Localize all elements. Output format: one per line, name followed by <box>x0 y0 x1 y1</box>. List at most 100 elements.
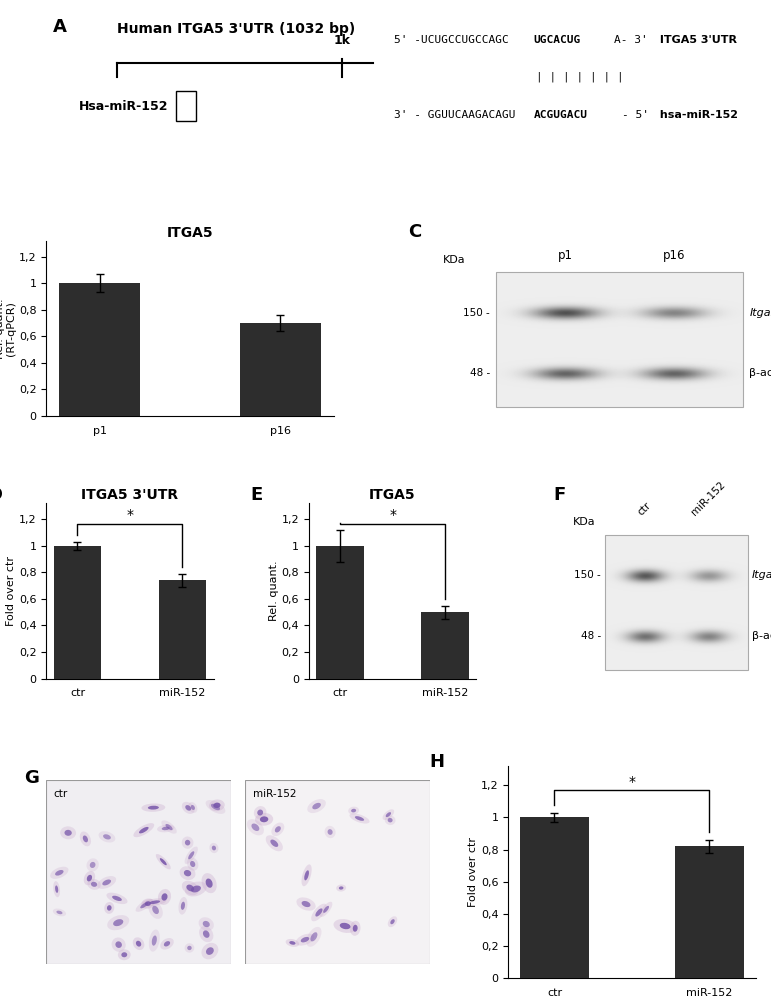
Text: G: G <box>24 768 39 786</box>
Text: 5' -UCUGCCUGCCAGC: 5' -UCUGCCUGCCAGC <box>394 35 509 45</box>
Ellipse shape <box>185 881 207 896</box>
Ellipse shape <box>121 952 127 957</box>
Text: D: D <box>0 486 2 504</box>
Ellipse shape <box>390 919 395 924</box>
Ellipse shape <box>158 889 171 905</box>
Bar <box>159 581 206 679</box>
Ellipse shape <box>210 843 218 853</box>
Ellipse shape <box>334 919 357 933</box>
Ellipse shape <box>255 813 273 825</box>
Ellipse shape <box>164 941 170 946</box>
Text: *: * <box>628 774 635 788</box>
Ellipse shape <box>254 806 267 819</box>
Ellipse shape <box>308 799 326 813</box>
Ellipse shape <box>188 802 197 812</box>
Text: miR-152: miR-152 <box>253 789 296 799</box>
Ellipse shape <box>107 905 112 910</box>
Ellipse shape <box>182 836 194 848</box>
Ellipse shape <box>201 943 218 959</box>
Ellipse shape <box>187 857 198 870</box>
Ellipse shape <box>206 878 213 888</box>
Ellipse shape <box>209 799 224 811</box>
Ellipse shape <box>113 919 123 926</box>
Ellipse shape <box>166 824 173 830</box>
Text: Itga5: Itga5 <box>752 571 771 581</box>
Text: Human ITGA5 3'UTR (1032 bp): Human ITGA5 3'UTR (1032 bp) <box>117 22 355 36</box>
Ellipse shape <box>133 937 144 950</box>
Text: C: C <box>408 224 421 242</box>
Ellipse shape <box>311 932 318 941</box>
Ellipse shape <box>82 835 88 842</box>
Title: ITGA5: ITGA5 <box>369 488 416 502</box>
Ellipse shape <box>160 938 173 949</box>
Text: β-actin: β-actin <box>749 368 771 378</box>
Ellipse shape <box>104 902 114 914</box>
Text: ctr: ctr <box>54 789 68 799</box>
Ellipse shape <box>184 846 198 864</box>
Ellipse shape <box>301 937 309 942</box>
Ellipse shape <box>141 898 154 909</box>
Ellipse shape <box>325 825 335 838</box>
Ellipse shape <box>296 897 315 911</box>
Ellipse shape <box>348 806 359 814</box>
Ellipse shape <box>162 826 170 830</box>
Ellipse shape <box>199 926 214 942</box>
Ellipse shape <box>182 880 199 895</box>
Ellipse shape <box>152 935 157 946</box>
Bar <box>176 91 196 122</box>
Ellipse shape <box>50 866 69 879</box>
Ellipse shape <box>187 884 194 891</box>
Text: 48 -: 48 - <box>581 631 601 641</box>
Ellipse shape <box>247 819 264 835</box>
Ellipse shape <box>266 835 283 851</box>
Ellipse shape <box>385 815 396 825</box>
Ellipse shape <box>84 871 95 885</box>
Text: Hsa-miR-152: Hsa-miR-152 <box>79 100 169 113</box>
Ellipse shape <box>199 917 214 931</box>
Ellipse shape <box>148 901 163 919</box>
Ellipse shape <box>285 939 299 947</box>
Ellipse shape <box>315 908 322 916</box>
Y-axis label: Fold over ctr: Fold over ctr <box>468 837 478 907</box>
Ellipse shape <box>271 839 278 847</box>
Ellipse shape <box>185 839 190 845</box>
Ellipse shape <box>89 862 96 868</box>
Text: hsa-miR-152: hsa-miR-152 <box>656 110 739 120</box>
Ellipse shape <box>201 873 217 893</box>
Text: A: A <box>53 18 67 36</box>
Ellipse shape <box>351 808 356 812</box>
Y-axis label: Rel. quant.: Rel. quant. <box>269 561 278 622</box>
Ellipse shape <box>311 903 327 921</box>
Text: β-actin: β-actin <box>752 631 771 641</box>
Ellipse shape <box>350 921 361 936</box>
Ellipse shape <box>306 927 322 947</box>
Text: p1: p1 <box>558 249 573 261</box>
Bar <box>422 612 469 679</box>
Ellipse shape <box>156 854 170 869</box>
Ellipse shape <box>178 897 187 914</box>
Bar <box>316 546 364 679</box>
Text: | | | | | | |: | | | | | | | <box>536 72 624 83</box>
Ellipse shape <box>99 831 116 842</box>
Ellipse shape <box>188 851 194 859</box>
Text: A- 3': A- 3' <box>614 35 648 45</box>
Ellipse shape <box>212 845 216 850</box>
Ellipse shape <box>139 827 149 833</box>
Ellipse shape <box>340 923 351 929</box>
Text: 48 -: 48 - <box>470 368 490 378</box>
Ellipse shape <box>305 870 309 880</box>
Ellipse shape <box>388 818 392 822</box>
Title: ITGA5 3'UTR: ITGA5 3'UTR <box>82 488 179 502</box>
Ellipse shape <box>251 823 259 831</box>
Ellipse shape <box>145 901 151 906</box>
Ellipse shape <box>323 906 329 913</box>
Ellipse shape <box>87 875 92 881</box>
Ellipse shape <box>388 916 397 927</box>
Ellipse shape <box>187 946 192 950</box>
Ellipse shape <box>91 882 97 887</box>
Ellipse shape <box>136 941 141 947</box>
Ellipse shape <box>53 881 60 897</box>
Title: ITGA5: ITGA5 <box>167 226 214 240</box>
Text: H: H <box>429 753 444 771</box>
Ellipse shape <box>258 809 263 815</box>
